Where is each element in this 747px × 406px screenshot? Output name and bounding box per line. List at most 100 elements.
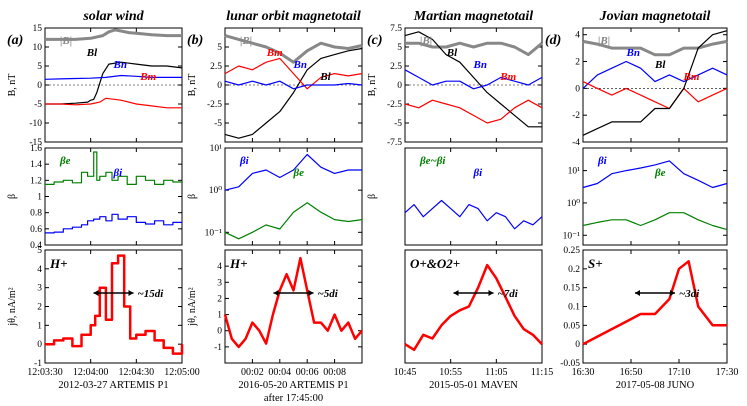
panel-b-beta: 10⁻¹ 10⁰ 10¹ β βi βe: [187, 144, 363, 246]
y-axis-label: B, nT: [7, 74, 18, 97]
column-title-mars: Martian magnetotail: [413, 9, 534, 24]
y-axis-label: β: [187, 194, 198, 199]
panel-frame: [582, 147, 728, 246]
y-tick-label: 0.6: [30, 225, 42, 235]
x-tick-label: 17:10: [668, 367, 691, 378]
panel-frame: [582, 27, 728, 143]
series-annotation: βi: [473, 167, 484, 179]
width-arrowheads: [273, 289, 314, 296]
series-b-line: [582, 39, 728, 57]
y-tick-label: -4: [572, 138, 580, 148]
series-annotation: Bl: [86, 47, 98, 59]
series-annotation: Bm: [139, 71, 156, 83]
series-bn-line: [404, 69, 543, 90]
y-tick-label: 15: [33, 24, 43, 34]
x-tick-label: 17:30: [716, 367, 739, 378]
column-footer-sw: 2012-03-27 ARTEMIS P1: [58, 380, 168, 391]
y-tick-label: 0.1: [568, 303, 580, 313]
x-tick-label: 12:03:30: [27, 367, 63, 378]
series-i-line: [404, 199, 543, 230]
y-tick-label: 0.2: [568, 265, 580, 275]
panel-label-mars: (c): [367, 33, 383, 48]
series-bn-line: [224, 80, 363, 90]
panel-b-j: -1 0 1 2 3 4 00:02 00:04 00:06 00:08 jθ, nA/m² H+ ~5…: [187, 249, 363, 378]
y-tick-label: 0: [37, 81, 42, 91]
y-tick-label: 4: [575, 31, 580, 41]
x-tick-label: 10:45: [394, 367, 417, 378]
panel-c-j: 10:45 10:55 11:05 11:15 O+&O2+ ~7di: [394, 249, 553, 378]
y-tick-label: 10⁻¹: [205, 228, 223, 238]
y-tick-label: -5: [34, 100, 42, 110]
panel-b-B: -5 -2.5 0 2.5 5 B, nT |B| Bm Bn Bl: [187, 27, 363, 143]
series-annotation: Bm: [499, 71, 516, 83]
y-tick-label: -5: [214, 119, 222, 129]
series-annotation: Bl: [446, 47, 458, 59]
y-tick-label: -0.05: [560, 359, 580, 369]
y-axis-label: B, nT: [367, 74, 378, 97]
x-tick-label: 11:15: [531, 367, 553, 378]
y-tick-label: 0: [37, 340, 42, 350]
y-tick-label: 10¹: [210, 144, 223, 154]
y-tick-label: 2.5: [210, 62, 222, 72]
y-tick-label: 1.6: [30, 144, 42, 154]
series-bl-line: [224, 47, 363, 139]
panel-frame: [224, 147, 363, 246]
series-bm-line: [224, 57, 363, 90]
width-arrowheads: [453, 289, 494, 296]
ion-label: H+: [229, 256, 248, 271]
y-axis-label: β: [367, 194, 378, 199]
width-label: ~15di: [138, 288, 165, 300]
y-tick-label: 1.4: [30, 160, 42, 170]
y-tick-label: 0: [217, 327, 222, 337]
y-axis-label: B, nT: [187, 74, 198, 97]
x-tick-label: 12:04:00: [73, 367, 109, 378]
panel-a-j: -1 0 1 2 3 4 5 12:03:30 12:04:00 12:04:30 12:05:00…: [7, 246, 200, 378]
y-tick-label: 10⁻¹: [563, 231, 581, 241]
series-oo2-line: [404, 263, 543, 352]
y-tick-label: -7.5: [387, 138, 402, 148]
y-tick-label: 10⁰: [567, 199, 581, 209]
panel-frame: [404, 147, 543, 246]
y-tick-label: 4: [217, 262, 222, 272]
y-tick-label: 1.2: [30, 176, 42, 186]
width-label: ~3di: [679, 288, 700, 300]
y-axis-label: jθ, nA/m²: [187, 287, 198, 326]
series-i-line: [45, 213, 182, 234]
column-footer-mars: 2015-05-01 MAVEN: [429, 380, 518, 391]
series-annotation: Bl: [319, 71, 331, 83]
series-bn-line: [582, 60, 728, 89]
series-annotation: βi: [597, 155, 608, 167]
y-tick-label: 2: [37, 303, 42, 313]
x-tick-label: 00:02: [241, 367, 264, 378]
column-title-jup: Jovian magnetotail: [599, 9, 711, 24]
panel-label-sw: (a): [7, 33, 23, 48]
column-footer-jup: 2017-05-08 JUNO: [616, 380, 695, 391]
y-tick-label: 3: [217, 278, 222, 288]
y-tick-label: -10: [29, 119, 42, 129]
y-tick-label: 5: [37, 62, 42, 72]
y-axis-label: jθ, nA/m²: [7, 287, 18, 326]
series-e-line: [224, 202, 363, 240]
y-tick-label: 0.8: [30, 209, 42, 219]
series-annotation: βe: [59, 155, 71, 167]
y-tick-label: 1: [217, 311, 222, 321]
series-annotation: |B|: [598, 35, 610, 47]
series-annotation: βe~βi: [419, 155, 446, 167]
series-annotation: |B|: [60, 35, 72, 47]
y-tick-label: -1: [214, 343, 222, 353]
y-tick-label: 7.5: [390, 24, 402, 34]
x-tick-label: 11:05: [485, 367, 507, 378]
y-tick-label: 1: [37, 321, 42, 331]
panel-label-lunar: (b): [187, 33, 203, 48]
series-bl-line: [404, 31, 542, 128]
series-bm-line: [404, 99, 543, 124]
y-tick-label: 0: [217, 81, 222, 91]
width-arrowheads: [93, 289, 134, 296]
series-e-line: [582, 212, 728, 231]
series-annotation: Bn: [626, 47, 640, 59]
y-tick-label: 0.4: [30, 241, 42, 251]
x-tick-label: 00:04: [268, 367, 291, 378]
series-annotation: βe: [654, 167, 666, 179]
series-annotation: Bl: [654, 59, 666, 71]
